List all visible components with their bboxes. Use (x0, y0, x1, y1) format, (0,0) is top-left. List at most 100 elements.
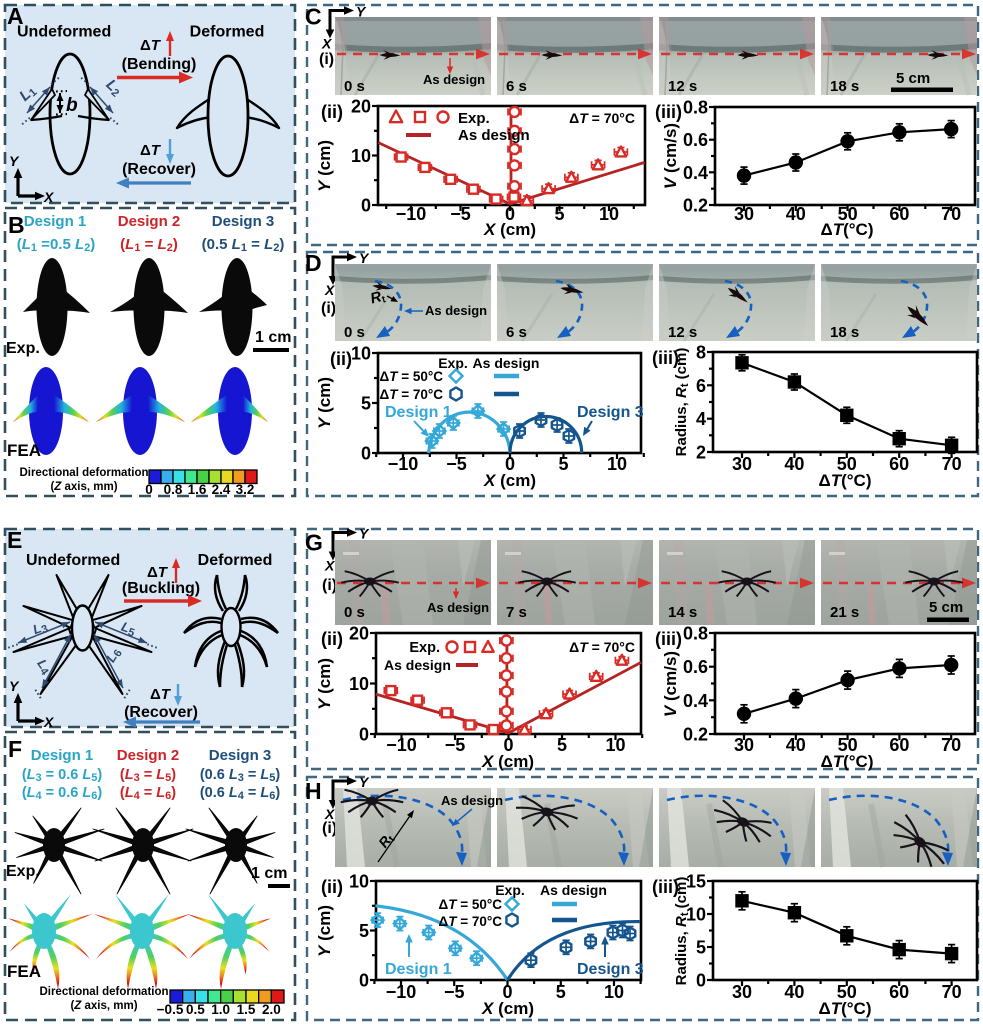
svg-text:(L3 = 0.6 L5): (L3 = 0.6 L5) (22, 767, 103, 784)
svg-text:Design 1: Design 1 (24, 213, 87, 230)
svg-text:Exp.: Exp. (438, 355, 468, 371)
svg-text:X (cm): X (cm) (483, 220, 536, 239)
svg-text:10: 10 (607, 454, 627, 474)
svg-text:5: 5 (361, 394, 371, 414)
svg-text:2.4: 2.4 (212, 482, 231, 497)
svg-text:40: 40 (786, 735, 806, 755)
svg-text:3.2: 3.2 (236, 482, 255, 497)
svg-text:L5: L5 (119, 619, 138, 640)
svg-text:0.4: 0.4 (683, 691, 708, 711)
svg-text:As design: As design (458, 127, 530, 144)
svg-text:0: 0 (361, 444, 371, 464)
svg-text:Deformed: Deformed (198, 552, 273, 569)
svg-text:5: 5 (554, 204, 564, 224)
svg-text:10: 10 (605, 735, 625, 755)
svg-text:ΔT = 70°C: ΔT = 70°C (569, 639, 635, 655)
svg-text:0.8: 0.8 (683, 98, 708, 118)
svg-text:Rt: Rt (369, 287, 388, 308)
svg-text:10: 10 (349, 872, 369, 892)
svg-text:30: 30 (734, 204, 754, 224)
svg-text:Y: Y (359, 526, 370, 542)
svg-text:V (cm/s): V (cm/s) (661, 651, 680, 717)
svg-text:(ii): (ii) (330, 349, 352, 369)
svg-text:X: X (43, 189, 55, 205)
svg-text:10: 10 (686, 905, 706, 925)
svg-text:A: A (7, 3, 24, 29)
svg-text:Design 1: Design 1 (385, 404, 452, 421)
svg-text:Exp.: Exp. (6, 863, 40, 880)
svg-text:(i): (i) (322, 577, 337, 594)
svg-text:Y: Y (9, 153, 20, 169)
svg-text:X (cm): X (cm) (481, 752, 534, 771)
svg-text:−5: −5 (444, 982, 465, 1002)
svg-text:(i): (i) (319, 51, 334, 68)
svg-text:Design 1: Design 1 (385, 961, 452, 978)
svg-text:F: F (8, 736, 22, 762)
svg-text:1.5: 1.5 (237, 1002, 256, 1017)
svg-text:ΔT = 50°C: ΔT = 50°C (438, 897, 502, 912)
svg-text:(iii): (iii) (652, 877, 679, 897)
svg-text:B: B (8, 212, 25, 238)
svg-text:2.0: 2.0 (262, 1002, 281, 1017)
svg-text:(Z axis, mm): (Z axis, mm) (50, 481, 117, 493)
svg-text:G: G (305, 530, 323, 556)
svg-text:0.2: 0.2 (683, 725, 708, 745)
svg-text:ΔT(°C): ΔT(°C) (820, 220, 873, 239)
svg-text:5: 5 (359, 921, 369, 941)
svg-text:−5: −5 (446, 454, 467, 474)
svg-text:70: 70 (941, 204, 961, 224)
svg-text:0.8: 0.8 (683, 624, 708, 644)
svg-text:Design 2: Design 2 (117, 747, 180, 764)
svg-text:Design 3: Design 3 (577, 404, 644, 421)
svg-text:As design: As design (384, 657, 451, 673)
svg-text:−10: −10 (386, 735, 417, 755)
svg-text:1 cm: 1 cm (251, 865, 287, 882)
svg-text:−0.5: −0.5 (157, 1002, 184, 1017)
svg-text:ΔT(°C): ΔT(°C) (818, 471, 871, 490)
svg-text:(Recover): (Recover) (122, 161, 196, 178)
svg-text:8: 8 (696, 343, 706, 363)
svg-text:0.2: 0.2 (683, 196, 708, 216)
svg-text:Design 3: Design 3 (212, 213, 275, 230)
svg-text:1.6: 1.6 (188, 482, 207, 497)
svg-text:Radius, Rt (cm): Radius, Rt (cm) (673, 348, 691, 457)
svg-text:As design: As design (425, 303, 487, 318)
svg-text:(iii): (iii) (655, 629, 682, 649)
svg-text:ΔT(°C): ΔT(°C) (820, 752, 873, 771)
svg-text:10: 10 (351, 146, 371, 166)
svg-text:18 s: 18 s (830, 324, 859, 341)
svg-text:6 s: 6 s (506, 78, 527, 95)
svg-text:6: 6 (696, 376, 706, 396)
svg-text:5 cm: 5 cm (896, 70, 930, 87)
svg-text:Y: Y (356, 4, 367, 20)
svg-text:Undeformed: Undeformed (26, 552, 120, 569)
svg-text:(0.6 L3 = L5): (0.6 L3 = L5) (200, 767, 281, 784)
svg-text:ΔT(°C): ΔT(°C) (818, 999, 871, 1018)
svg-text:E: E (7, 527, 22, 553)
svg-text:Y (cm): Y (cm) (315, 140, 334, 192)
svg-text:70: 70 (942, 454, 962, 474)
svg-text:30: 30 (734, 735, 754, 755)
svg-text:Exp.: Exp. (409, 640, 440, 656)
svg-text:0: 0 (359, 971, 369, 991)
svg-text:L3: L3 (31, 618, 50, 639)
svg-text:0 s: 0 s (344, 324, 365, 341)
svg-text:Design 3: Design 3 (209, 747, 272, 764)
svg-text:(ii): (ii) (321, 629, 343, 649)
svg-text:X: X (324, 806, 336, 822)
svg-text:ΔT = 70°C: ΔT = 70°C (379, 387, 443, 402)
svg-text:Radius, Rt (cm): Radius, Rt (cm) (673, 877, 691, 986)
svg-text:0 s: 0 s (344, 78, 365, 95)
svg-text:50: 50 (838, 204, 858, 224)
svg-text:ΔT: ΔT (140, 37, 162, 54)
svg-text:(iii): (iii) (652, 348, 679, 368)
svg-text:(L1 =0.5 L2): (L1 =0.5 L2) (17, 236, 96, 254)
svg-text:FEA: FEA (7, 962, 41, 981)
svg-text:40: 40 (784, 982, 804, 1002)
svg-text:0: 0 (503, 735, 513, 755)
svg-text:15: 15 (686, 872, 706, 892)
svg-text:(ii): (ii) (321, 102, 343, 122)
svg-text:0.6: 0.6 (683, 130, 708, 150)
svg-text:−5: −5 (450, 204, 471, 224)
svg-text:6 s: 6 s (506, 324, 527, 341)
